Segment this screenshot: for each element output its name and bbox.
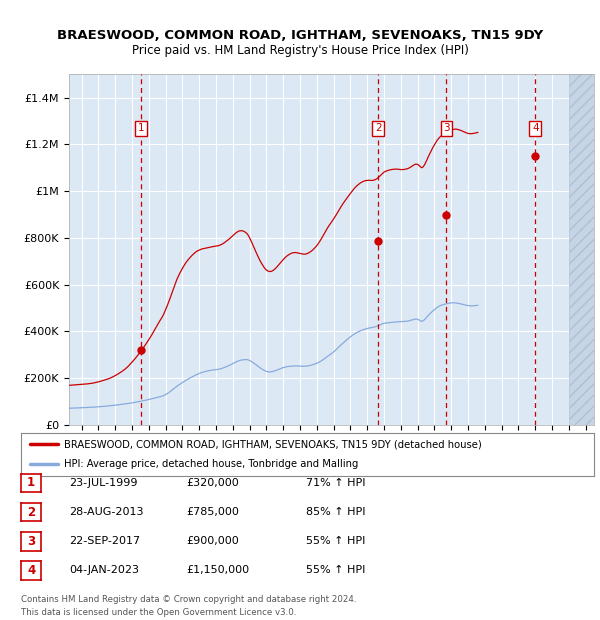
Text: BRAESWOOD, COMMON ROAD, IGHTHAM, SEVENOAKS, TN15 9DY: BRAESWOOD, COMMON ROAD, IGHTHAM, SEVENOA… <box>57 30 543 42</box>
Text: 55% ↑ HPI: 55% ↑ HPI <box>306 565 365 575</box>
Text: 71% ↑ HPI: 71% ↑ HPI <box>306 478 365 488</box>
Text: £900,000: £900,000 <box>186 536 239 546</box>
Text: 3: 3 <box>443 123 450 133</box>
Text: HPI: Average price, detached house, Tonbridge and Malling: HPI: Average price, detached house, Tonb… <box>64 459 358 469</box>
Text: 4: 4 <box>27 564 35 577</box>
Text: 23-JUL-1999: 23-JUL-1999 <box>69 478 137 488</box>
Text: 22-SEP-2017: 22-SEP-2017 <box>69 536 140 546</box>
Text: 4: 4 <box>532 123 539 133</box>
Text: Contains HM Land Registry data © Crown copyright and database right 2024.
This d: Contains HM Land Registry data © Crown c… <box>21 595 356 617</box>
Text: BRAESWOOD, COMMON ROAD, IGHTHAM, SEVENOAKS, TN15 9DY (detached house): BRAESWOOD, COMMON ROAD, IGHTHAM, SEVENOA… <box>64 440 482 450</box>
Text: 85% ↑ HPI: 85% ↑ HPI <box>306 507 365 517</box>
Text: 2: 2 <box>27 506 35 518</box>
Text: £1,150,000: £1,150,000 <box>186 565 249 575</box>
Bar <box>569 74 594 425</box>
Text: Price paid vs. HM Land Registry's House Price Index (HPI): Price paid vs. HM Land Registry's House … <box>131 45 469 57</box>
Text: 04-JAN-2023: 04-JAN-2023 <box>69 565 139 575</box>
Text: 28-AUG-2013: 28-AUG-2013 <box>69 507 143 517</box>
Text: 1: 1 <box>27 477 35 489</box>
Text: 3: 3 <box>27 535 35 547</box>
Text: £320,000: £320,000 <box>186 478 239 488</box>
Text: £785,000: £785,000 <box>186 507 239 517</box>
Text: 55% ↑ HPI: 55% ↑ HPI <box>306 536 365 546</box>
Text: 2: 2 <box>375 123 382 133</box>
Text: 1: 1 <box>138 123 145 133</box>
